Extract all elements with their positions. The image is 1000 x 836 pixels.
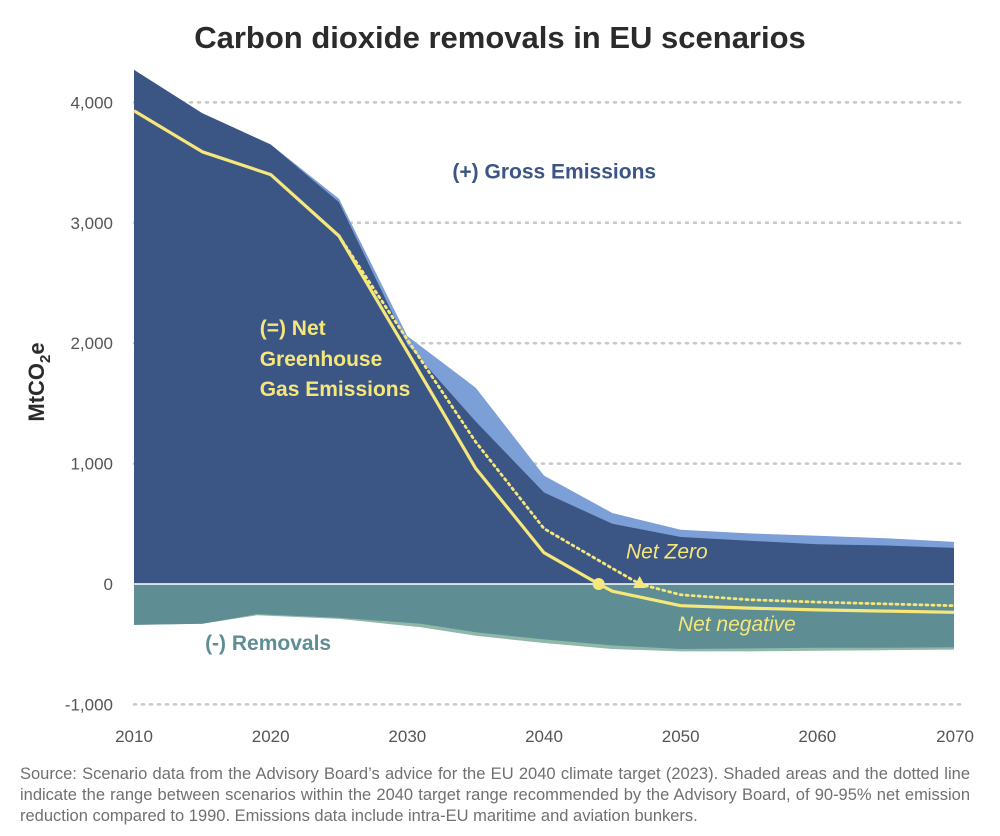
x-tick-label: 2010 — [115, 727, 153, 746]
annotation-label: Net Zero — [626, 541, 708, 564]
annotation-label: Gas Emissions — [260, 378, 411, 401]
x-tick-label: 2060 — [798, 727, 836, 746]
net-zero-triangle-marker — [633, 576, 647, 588]
annotation-label: (+) Gross Emissions — [452, 160, 656, 183]
y-axis-label: MtCO2e — [24, 342, 54, 421]
chart-title: Carbon dioxide removals in EU scenarios — [194, 20, 806, 55]
annotation-label: (=) Net — [260, 317, 326, 340]
y-tick-label: -1,000 — [65, 695, 113, 714]
annotation-label: Greenhouse — [260, 348, 383, 371]
area-layer — [134, 69, 954, 652]
net-zero-circle-marker — [592, 578, 605, 590]
y-tick-label: 4,000 — [70, 93, 113, 112]
y-tick-label: 1,000 — [70, 455, 113, 474]
gross-emissions-area — [134, 69, 954, 584]
annotation-layer: (+) Gross Emissions (=) Net Greenhouse Gas … — [205, 160, 796, 655]
y-tick-label: 2,000 — [70, 334, 113, 353]
annotation-label: (-) Removals — [205, 632, 331, 655]
tick-labels: -1,000 0 1,000 2,000 3,000 4,000 2010 2020 2030 2… — [65, 93, 974, 746]
x-tick-label: 2050 — [662, 727, 700, 746]
chart-canvas: -1,000 0 1,000 2,000 3,000 4,000 2010 2020 2030 2… — [24, 69, 974, 746]
x-tick-label: 2040 — [525, 727, 563, 746]
x-tick-label: 2020 — [252, 727, 290, 746]
x-tick-label: 2070 — [936, 727, 974, 746]
x-tick-label: 2030 — [388, 727, 426, 746]
annotation-label: Net negative — [678, 613, 796, 636]
net-emissions-line — [133, 109, 955, 614]
source-note: Source: Scenario data from the Advisory … — [20, 765, 970, 825]
y-tick-label: 3,000 — [70, 214, 113, 233]
y-tick-label: 0 — [104, 575, 113, 594]
marker-layer — [592, 576, 647, 590]
